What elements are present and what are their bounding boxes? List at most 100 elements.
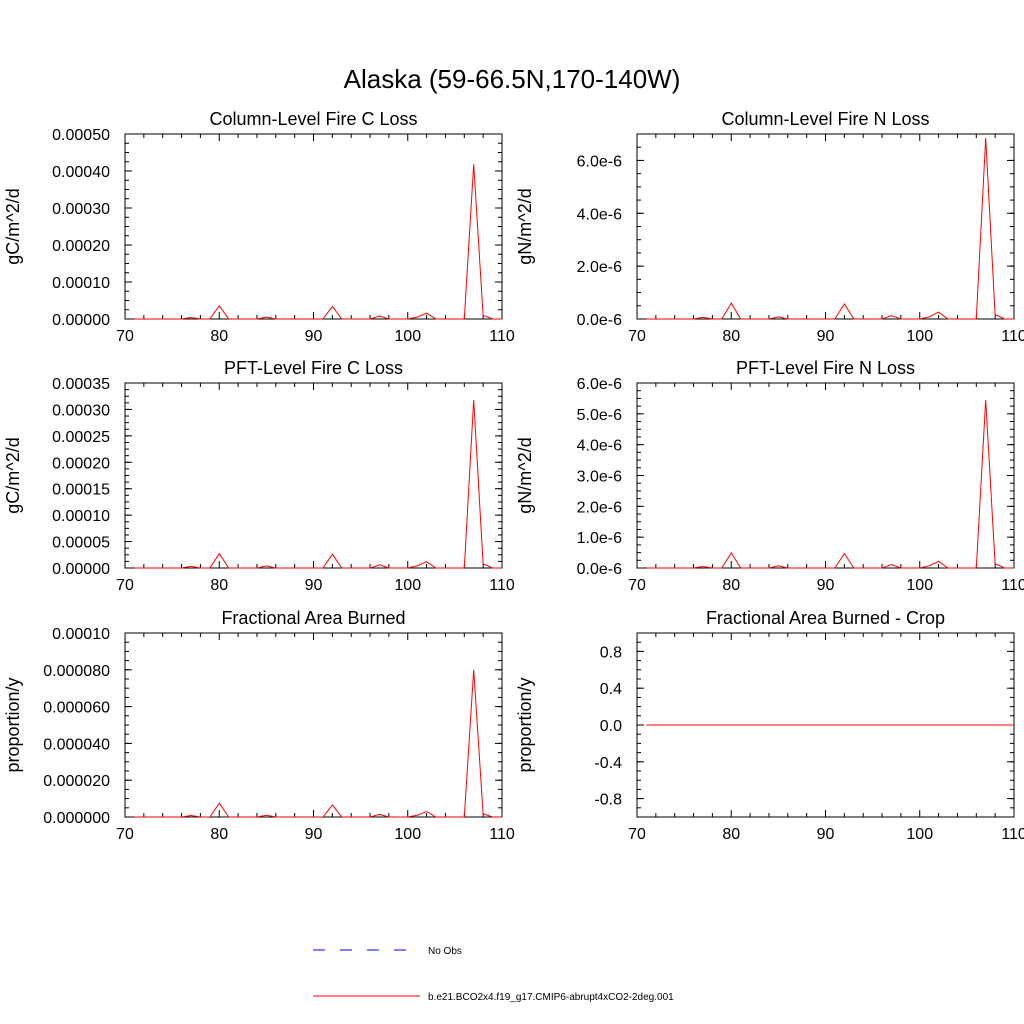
x-tick-label: 70: [628, 577, 646, 594]
plot-frame: [636, 382, 1015, 569]
x-tick-label: 70: [628, 826, 646, 843]
series-line-1: [646, 137, 1014, 320]
x-tick-label: 100: [394, 826, 421, 843]
x-tick-label: 70: [116, 826, 134, 843]
chart-title: Column-Level Fire N Loss: [721, 109, 929, 129]
y-tick-label: 0.00020: [52, 238, 110, 255]
y-tick-label: 0.000080: [43, 663, 110, 680]
chart-title: Column-Level Fire C Loss: [209, 109, 417, 129]
y-tick-label: 0.00040: [52, 164, 110, 181]
y-tick-label: 0.00000: [52, 312, 110, 329]
y-tick-label: 0.00010: [52, 508, 110, 525]
y-tick-label: 0.00035: [52, 376, 110, 393]
series-line-1: [134, 164, 502, 320]
y-tick-label: 2.0e-6: [577, 259, 622, 276]
series-line-1: [134, 669, 502, 818]
y-tick-label: 0.00005: [52, 535, 110, 552]
chart-panel-2: 70 80 90 100 110 0.0e-6 2.0e-6 4.0e-6 6.0e-6 Colu…: [515, 109, 1024, 345]
panels: 70 80 90 100 110 0.00000 0.00010 0.00020 0.00030…: [3, 109, 1024, 843]
x-tick-label: 110: [489, 577, 515, 594]
chart-panel-4: 70 80 90 100 110 0.0e-6 1.0e-6 2.0e-6 3.0e-6 4.0e…: [515, 358, 1024, 594]
y-tick-label: 0.00020: [52, 455, 110, 472]
plot-frame: [636, 133, 1015, 320]
y-tick-label: 5.0e-6: [577, 407, 622, 424]
legend-obs-label: No Obs: [428, 946, 462, 957]
plot-frame: [124, 382, 503, 569]
chart-panel-6: 70 80 90 100 110 -0.8 -0.4 0.0 0.4 0.8 Fractional …: [515, 608, 1024, 843]
plot-frame: [124, 133, 503, 320]
legend-model-label: b.e21.BCO2x4.f19_g17.CMIP6-abrupt4xCO2-2…: [428, 992, 674, 1003]
chart-title: Fractional Area Burned: [221, 608, 405, 628]
x-tick-label: 80: [210, 577, 228, 594]
chart-title: PFT-Level Fire N Loss: [736, 358, 915, 378]
x-tick-label: 90: [817, 826, 835, 843]
y-tick-label: 0.000000: [43, 810, 110, 827]
y-axis-label: gN/m^2/d: [515, 437, 535, 513]
y-tick-label: 0.00030: [52, 402, 110, 419]
y-tick-label: 0.000020: [43, 773, 110, 790]
x-tick-label: 100: [906, 826, 933, 843]
plot-frame: [124, 632, 503, 818]
y-tick-label: 0.000060: [43, 700, 110, 717]
y-tick-label: -0.8: [594, 792, 622, 809]
x-tick-label: 100: [906, 328, 933, 345]
y-tick-label: 0.4: [600, 681, 622, 698]
x-tick-label: 70: [116, 577, 134, 594]
y-tick-label: 0.00015: [52, 482, 110, 499]
y-tick-label: 0.00030: [52, 201, 110, 218]
x-tick-label: 80: [722, 826, 740, 843]
x-tick-label: 110: [1001, 577, 1024, 594]
legend: No Obs b.e21.BCO2x4.f19_g17.CMIP6-abrupt…: [313, 946, 674, 1003]
x-tick-label: 80: [722, 328, 740, 345]
y-axis-label: gN/m^2/d: [515, 188, 535, 264]
x-tick-label: 110: [1001, 328, 1024, 345]
chart-panel-3: 70 80 90 100 110 0.00000 0.00005 0.00010 0.00015…: [3, 358, 515, 594]
y-tick-label: -0.4: [594, 755, 622, 772]
y-axis-label: gC/m^2/d: [3, 437, 23, 513]
x-tick-label: 90: [305, 328, 323, 345]
x-tick-label: 110: [1001, 826, 1024, 843]
x-tick-label: 90: [305, 826, 323, 843]
x-tick-label: 80: [210, 826, 228, 843]
x-tick-label: 70: [628, 328, 646, 345]
y-tick-label: 4.0e-6: [577, 438, 622, 455]
chart-title: Fractional Area Burned - Crop: [706, 608, 945, 628]
x-tick-label: 90: [817, 328, 835, 345]
y-tick-label: 3.0e-6: [577, 469, 622, 486]
y-tick-label: 0.0e-6: [577, 312, 622, 329]
y-axis-label: proportion/y: [3, 677, 23, 772]
y-axis-label: proportion/y: [515, 677, 535, 772]
y-tick-label: 1.0e-6: [577, 530, 622, 547]
y-axis-label: gC/m^2/d: [3, 188, 23, 264]
y-tick-label: 0.00050: [52, 127, 110, 144]
y-tick-label: 0.000040: [43, 736, 110, 753]
x-tick-label: 90: [817, 577, 835, 594]
y-tick-label: 0.00000: [52, 561, 110, 578]
x-tick-label: 100: [906, 577, 933, 594]
y-tick-label: 6.0e-6: [577, 153, 622, 170]
chart-title: PFT-Level Fire C Loss: [224, 358, 403, 378]
x-tick-label: 110: [489, 328, 515, 345]
x-tick-label: 100: [394, 577, 421, 594]
x-tick-label: 80: [722, 577, 740, 594]
y-tick-label: 0.00025: [52, 429, 110, 446]
y-tick-label: 0.00010: [52, 626, 110, 643]
series-line-1: [646, 399, 1014, 569]
y-tick-label: 2.0e-6: [577, 499, 622, 516]
y-tick-label: 6.0e-6: [577, 376, 622, 393]
x-tick-label: 100: [394, 328, 421, 345]
y-tick-label: 0.0: [600, 718, 622, 735]
y-tick-label: 4.0e-6: [577, 206, 622, 223]
x-tick-label: 70: [116, 328, 134, 345]
chart-panel-1: 70 80 90 100 110 0.00000 0.00010 0.00020 0.00030…: [3, 109, 515, 345]
y-tick-label: 0.8: [600, 644, 622, 661]
y-tick-label: 0.0e-6: [577, 561, 622, 578]
figure-title: Alaska (59-66.5N,170-140W): [344, 64, 681, 94]
series-line-1: [134, 399, 502, 569]
x-tick-label: 90: [305, 577, 323, 594]
x-tick-label: 80: [210, 328, 228, 345]
y-tick-label: 0.00010: [52, 275, 110, 292]
x-tick-label: 110: [489, 826, 515, 843]
chart-panel-5: 70 80 90 100 110 0.000000 0.000020 0.000040 0.00…: [3, 608, 515, 843]
